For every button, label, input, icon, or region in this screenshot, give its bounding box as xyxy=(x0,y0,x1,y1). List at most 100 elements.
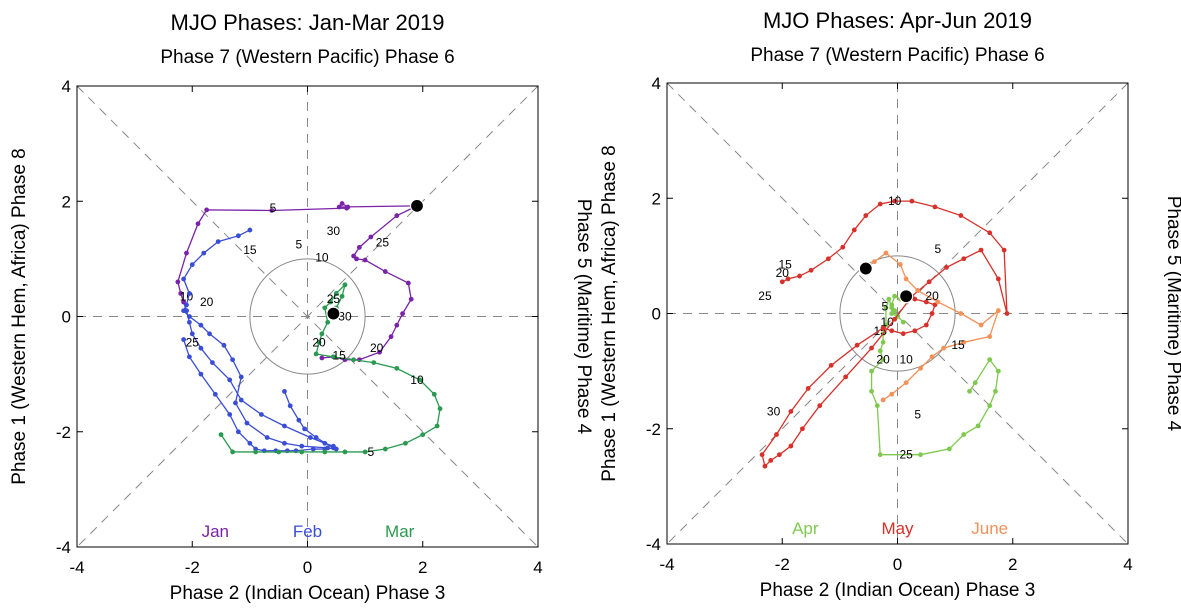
series-feb-segment-point xyxy=(227,412,233,417)
series-jan-point xyxy=(178,291,184,296)
series-feb-segment-point xyxy=(198,371,204,377)
series-apr-point xyxy=(880,339,886,345)
series-feb-segment-point xyxy=(282,389,287,394)
series-june-point xyxy=(978,322,984,328)
series-may-point xyxy=(923,299,929,305)
series-june-point xyxy=(889,391,895,397)
series-feb-point xyxy=(264,435,270,440)
series-feb-segment-point xyxy=(331,445,336,451)
series-mar-point xyxy=(403,440,408,446)
series-mar-day-label: 25 xyxy=(327,292,341,306)
series-feb-segment-point xyxy=(287,403,293,409)
series-may-point xyxy=(825,256,831,262)
series-may-point xyxy=(840,244,846,250)
series-mar-point xyxy=(437,406,443,412)
series-apr-point xyxy=(900,319,906,325)
series-jan-tail-day-label: 20 xyxy=(370,341,384,355)
series-june-point xyxy=(958,311,964,316)
series-may-point xyxy=(788,443,794,449)
series-may-point xyxy=(892,198,898,204)
series-may-point xyxy=(926,279,932,285)
chart-title: MJO Phases: Apr-Jun 2019 xyxy=(763,8,1032,33)
series-feb-point xyxy=(181,308,187,314)
series-may-point xyxy=(912,328,918,334)
series-mar-point xyxy=(328,299,333,305)
series-june-point xyxy=(961,339,967,345)
series-may-day-label: 20 xyxy=(776,266,790,280)
series-june-point xyxy=(915,288,921,293)
series-mar-point xyxy=(339,293,345,299)
series-may-point xyxy=(892,316,898,322)
x-tick-label: 0 xyxy=(893,555,902,574)
series-mar-point xyxy=(331,354,336,360)
series-mar-point xyxy=(362,449,368,455)
series-feb-point xyxy=(307,435,313,440)
series-apr-point xyxy=(975,423,981,429)
y-tick-label: 4 xyxy=(652,74,661,93)
series-feb-point xyxy=(184,302,189,308)
series-may-point xyxy=(843,374,849,380)
series-jan-tail-point xyxy=(362,257,368,263)
series-may-point xyxy=(923,322,929,328)
series-feb-point xyxy=(186,314,192,319)
series-june-point xyxy=(903,380,909,386)
series-mar-point xyxy=(417,377,423,383)
y-axis-label-left: Phase 1 (Western Hem, Africa) Phase 8 xyxy=(9,148,30,485)
series-june-point xyxy=(987,334,993,339)
series-apr-point xyxy=(995,368,1001,374)
series-mar-day-label: 20 xyxy=(312,335,326,349)
series-mar-point xyxy=(333,291,339,296)
series-apr-point xyxy=(972,380,978,386)
series-jan-tail-point xyxy=(408,296,414,302)
series-feb-segment-point xyxy=(186,354,192,360)
series-june-point xyxy=(935,299,941,305)
series-apr-point xyxy=(877,348,883,354)
legend-jan: Jan xyxy=(202,522,229,541)
series-apr-point xyxy=(892,293,898,299)
series-june-day-label: 5 xyxy=(914,407,921,421)
series-feb-segment-point xyxy=(247,440,253,446)
series-may-point xyxy=(759,452,765,458)
series-may-point xyxy=(869,345,874,351)
legend-may: May xyxy=(881,519,914,538)
top-phase-label: Phase 7 (Western Pacific) Phase 6 xyxy=(160,47,454,68)
legend-feb: Feb xyxy=(293,522,322,541)
series-feb-point xyxy=(247,227,253,233)
chart-title: MJO Phases: Jan-Mar 2019 xyxy=(171,10,445,35)
x-tick-label: 2 xyxy=(418,558,427,577)
series-feb-segment-point xyxy=(310,446,316,452)
series-mar-point xyxy=(319,331,325,337)
series-may-point xyxy=(785,276,791,282)
y-tick-label: 0 xyxy=(62,308,71,327)
series-may-point xyxy=(978,247,984,253)
series-jan-tail-point xyxy=(356,244,362,250)
series-jan-tail-point xyxy=(405,280,411,286)
series-may-point xyxy=(958,213,964,218)
series-mar-point xyxy=(230,449,235,455)
series-mar-point xyxy=(253,449,259,455)
series-apr-point xyxy=(961,432,967,437)
series-jan-point xyxy=(195,221,201,227)
x-tick-label: 4 xyxy=(1123,555,1132,574)
series-feb-point xyxy=(233,400,238,406)
series-may-point xyxy=(797,273,802,279)
series-feb-segment-point xyxy=(212,391,218,397)
panel-apr-jun: MJO Phases: Apr-Jun 2019 Phase 7 (Western… xyxy=(599,8,1181,601)
y-tick-label: -2 xyxy=(56,423,71,442)
series-mar-day-label: 30 xyxy=(338,310,352,324)
series-jan-tail-point xyxy=(382,269,388,274)
series-mar-point xyxy=(322,449,328,455)
y-axis-label-left: Phase 1 (Western Hem, Africa) Phase 8 xyxy=(599,145,620,482)
series-june-point xyxy=(903,276,909,282)
series-june-point xyxy=(872,259,877,265)
series-mar-point xyxy=(342,282,348,288)
unit-circle xyxy=(249,258,366,375)
series-apr-point xyxy=(886,296,892,302)
y-tick-label: -4 xyxy=(646,535,661,554)
series-may-point xyxy=(762,463,768,469)
series-june-day-label: 15 xyxy=(951,338,965,352)
series-feb-day-label: 5 xyxy=(296,237,303,251)
series-feb-segment-point xyxy=(296,417,302,423)
series-jan-tail-point xyxy=(394,213,400,219)
x-axis-label: Phase 2 (Indian Ocean) Phase 3 xyxy=(170,583,446,604)
